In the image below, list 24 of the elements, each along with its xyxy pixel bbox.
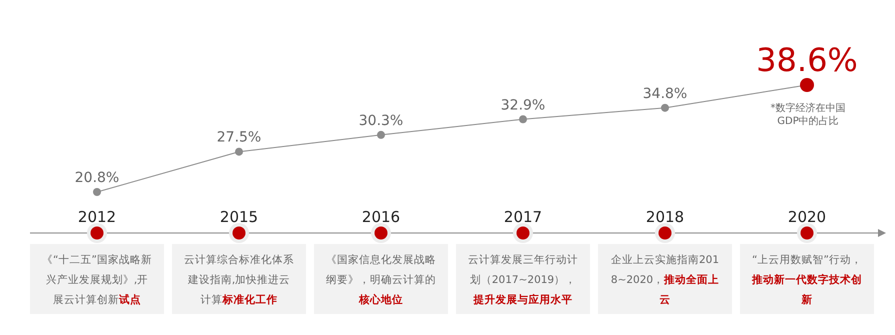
point [377, 130, 385, 139]
annotation: 《“十二五”国家战略新兴产业发展规划》,开展云计算创新试点 [30, 244, 164, 314]
x-tick-label: 2012 [78, 208, 116, 226]
data-label: 30.3% [358, 112, 404, 129]
data-label: 27.5% [216, 130, 262, 146]
point [235, 148, 243, 156]
data-label: 34.8% [642, 86, 688, 102]
x-tick-label: 2018 [646, 208, 684, 226]
annotation: 企业上云实施指南2018~2020，推动全面上云 [598, 244, 732, 314]
annotation: 云计算发展三年行动计划（2017~2019）， 提升发展与应用水平 [456, 244, 590, 314]
data-label: 32.9% [500, 97, 546, 114]
x-tick-label: 2016 [362, 208, 400, 226]
x-tick-label: 2020 [788, 208, 826, 226]
point [519, 115, 527, 124]
x-tick-label: 2017 [504, 208, 542, 226]
point [661, 104, 669, 112]
annotation: 《国家信息化发展战略纲要》，明确云计算的 核心地位 [314, 244, 448, 314]
point [93, 188, 101, 196]
annotation: “上云用数赋智”行动， 推动新一代数字技术创新 [740, 244, 874, 314]
annotation: *数字经济在中国GDP中的占比 [770, 102, 846, 127]
data-label: 38.6% [756, 41, 858, 79]
x-tick-label: 2015 [220, 208, 258, 226]
annotation: 云计算综合标准化体系建设指南,加快推进云计算标准化工作 [172, 244, 306, 314]
data-label: 20.8% [74, 170, 120, 186]
